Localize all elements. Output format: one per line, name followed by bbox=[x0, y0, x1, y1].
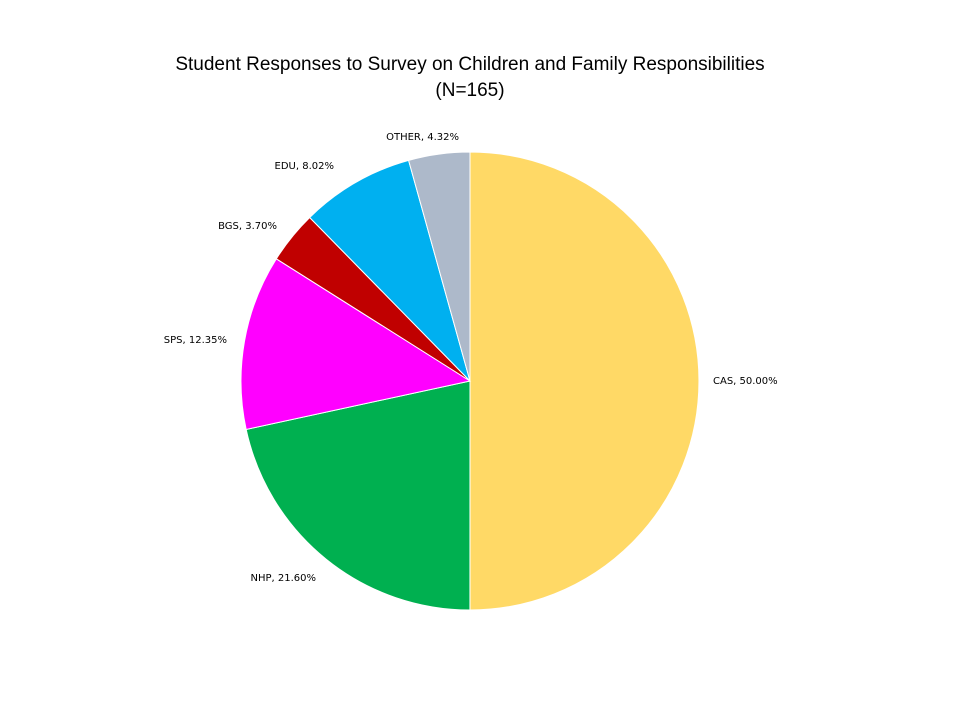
slice-label-cas: CAS, 50.00% bbox=[713, 376, 778, 387]
pie-slice-cas bbox=[469, 151, 700, 611]
slice-label-sps: SPS, 12.35% bbox=[164, 335, 227, 346]
pie-slices bbox=[240, 151, 700, 611]
pie-slice-nhp bbox=[245, 380, 471, 611]
pie-slice-sps bbox=[240, 258, 472, 431]
chart-title: Student Responses to Survey on Children … bbox=[175, 54, 765, 75]
slice-label-nhp: NHP, 21.60% bbox=[250, 573, 316, 584]
pie-labels: CAS, 50.00% NHP, 21.60% SPS, 12.35% BGS, 3.… bbox=[164, 132, 778, 584]
pie-slice-other bbox=[407, 151, 471, 382]
pie-slice-edu bbox=[308, 159, 471, 382]
slice-label-other: OTHER, 4.32% bbox=[386, 132, 459, 143]
slice-label-bgs: BGS, 3.70% bbox=[218, 221, 277, 232]
chart-subtitle: (N=165) bbox=[435, 80, 505, 101]
slice-label-edu: EDU, 8.02% bbox=[275, 161, 334, 172]
chart-title-block: Student Responses to Survey on Children … bbox=[80, 52, 860, 104]
